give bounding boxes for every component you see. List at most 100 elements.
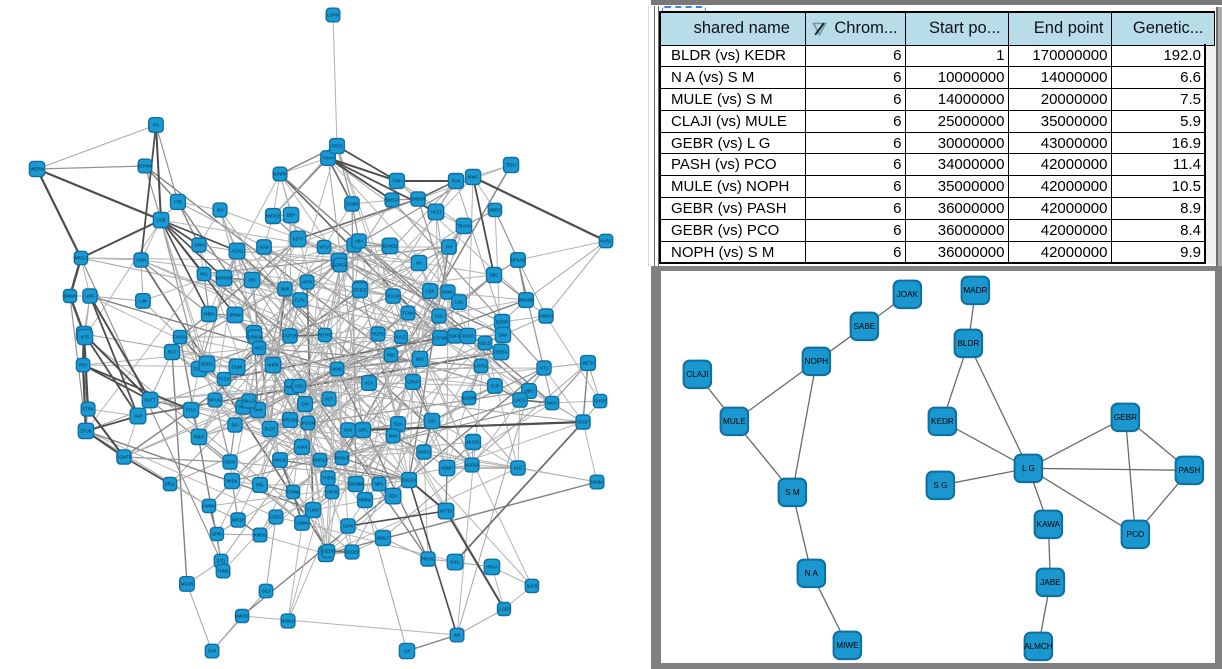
svg-text:UUB: UUB — [157, 218, 166, 223]
svg-text:ACDU: ACDU — [231, 249, 243, 254]
svg-text:JMDA: JMDA — [203, 312, 214, 317]
svg-text:FLNO: FLNO — [463, 334, 474, 339]
svg-text:HUDWP: HUDWP — [461, 396, 477, 401]
svg-text:KSTT: KSTT — [293, 237, 304, 242]
svg-text:KLG: KLG — [514, 466, 522, 471]
svg-text:FDA: FDA — [389, 494, 397, 499]
svg-text:WFOP: WFOP — [232, 518, 245, 523]
svg-text:LIGK: LIGK — [425, 289, 435, 294]
svg-text:KEDR: KEDR — [931, 417, 954, 426]
svg-text:TENJ: TENJ — [506, 163, 516, 168]
svg-text:NMTOE: NMTOE — [266, 214, 281, 219]
svg-text:NCT: NCT — [325, 397, 334, 402]
svg-text:OFCK: OFCK — [331, 144, 343, 149]
svg-text:HAGIL: HAGIL — [274, 458, 287, 463]
svg-text:URG: URG — [358, 428, 367, 433]
svg-text:DUA: DUA — [394, 422, 403, 427]
svg-text:LIFRU: LIFRU — [475, 364, 487, 369]
svg-text:TNME: TNME — [217, 569, 229, 574]
svg-text:KKLE: KKLE — [396, 335, 407, 340]
svg-text:OLWN: OLWN — [346, 202, 358, 207]
svg-text:GJEDO: GJEDO — [321, 549, 335, 554]
svg-text:BNEGA: BNEGA — [385, 198, 400, 203]
svg-text:IHI: IHI — [416, 261, 421, 266]
svg-text:JAOOM: JAOOM — [301, 421, 316, 426]
svg-text:LSNCM: LSNCM — [248, 335, 263, 340]
svg-text:WPCLC: WPCLC — [74, 256, 89, 261]
svg-text:AAKK: AAKK — [297, 445, 308, 450]
svg-text:KAWA: KAWA — [1036, 520, 1060, 529]
svg-text:PEH: PEH — [79, 363, 87, 368]
svg-text:WJNRM: WJNRM — [272, 172, 288, 177]
svg-text:KLS: KLS — [435, 314, 443, 319]
svg-text:TBAPD: TBAPD — [457, 224, 471, 229]
svg-text:BLDR: BLDR — [957, 339, 979, 348]
svg-text:TFWW: TFWW — [287, 490, 300, 495]
svg-text:S M: S M — [785, 488, 800, 497]
svg-text:FTLH: FTLH — [186, 408, 196, 413]
svg-text:DTJEE: DTJEE — [354, 288, 367, 293]
svg-text:JAIP: JAIP — [134, 414, 143, 419]
svg-text:LDIIM: LDIIM — [297, 521, 309, 526]
svg-text:ACA: ACA — [365, 381, 374, 386]
svg-text:BBRG: BBRG — [489, 208, 501, 213]
svg-text:THKAI: THKAI — [322, 156, 334, 161]
svg-text:MWLF: MWLF — [377, 536, 390, 541]
svg-text:L G: L G — [1022, 464, 1035, 473]
svg-text:NPTBJ: NPTBJ — [440, 509, 453, 514]
svg-text:PASH: PASH — [1178, 466, 1200, 475]
svg-text:DCI: DCI — [231, 423, 238, 428]
svg-text:SMFM: SMFM — [449, 334, 462, 339]
svg-text:JABE: JABE — [1040, 578, 1061, 587]
svg-text:HDMP: HDMP — [441, 466, 453, 471]
svg-text:OUMI: OUMI — [232, 365, 243, 370]
svg-text:FLFK: FLFK — [295, 298, 305, 303]
svg-text:KNNOA: KNNOA — [539, 314, 554, 319]
svg-text:GPKP: GPKP — [407, 380, 419, 385]
svg-text:CGWTP: CGWTP — [116, 455, 132, 460]
svg-text:IOJP: IOJP — [490, 384, 499, 389]
svg-text:OPFB: OPFB — [326, 490, 337, 495]
svg-text:JRHW: JRHW — [229, 313, 241, 318]
svg-text:NCG: NCG — [254, 346, 263, 351]
svg-text:MJU: MJU — [416, 357, 424, 362]
svg-text:UBA: UBA — [355, 239, 364, 244]
svg-text:MUOD: MUOD — [467, 440, 480, 445]
svg-text:KMOS: KMOS — [254, 533, 266, 538]
svg-text:NHPK: NHPK — [267, 363, 279, 368]
svg-text:SSPMW: SSPMW — [137, 164, 153, 169]
svg-text:FLWO: FLWO — [307, 508, 319, 513]
svg-text:SABE: SABE — [853, 322, 875, 331]
svg-text:KCLM: KCLM — [387, 294, 399, 299]
svg-text:RRBW: RRBW — [359, 498, 372, 503]
svg-text:LLSBP: LLSBP — [498, 607, 511, 612]
svg-text:GIPN: GIPN — [343, 524, 353, 529]
svg-text:HRAA: HRAA — [486, 565, 498, 570]
svg-text:JOAK: JOAK — [896, 290, 918, 299]
svg-text:GKFG: GKFG — [418, 450, 430, 455]
svg-text:INK: INK — [454, 633, 461, 638]
svg-text:FTB: FTB — [174, 200, 182, 205]
svg-text:NIKBA: NIKBA — [591, 480, 604, 485]
svg-text:S G: S G — [933, 481, 947, 490]
svg-text:SLN: SLN — [344, 428, 352, 433]
svg-text:FBKF: FBKF — [194, 435, 205, 440]
svg-text:DTD: DTD — [217, 559, 225, 564]
svg-text:SGFGA: SGFGA — [313, 458, 328, 463]
svg-text:WETA: WETA — [582, 361, 594, 366]
svg-text:ETRK: ETRK — [83, 407, 94, 412]
svg-text:OKNBB: OKNBB — [349, 482, 364, 487]
svg-text:KTJ: KTJ — [540, 366, 547, 371]
svg-text:ANTK: ANTK — [302, 280, 313, 285]
svg-text:DBC: DBC — [490, 273, 499, 278]
svg-text:BILLO: BILLO — [243, 399, 255, 404]
svg-text:BPKAB: BPKAB — [511, 258, 525, 263]
svg-text:THEN: THEN — [322, 476, 333, 481]
svg-text:OCGEP: OCGEP — [345, 550, 360, 555]
svg-text:SGOF: SGOF — [577, 420, 589, 425]
svg-text:SIRH: SIRH — [194, 243, 204, 248]
svg-text:NOPH: NOPH — [804, 357, 828, 366]
svg-text:DRLL: DRLL — [165, 482, 176, 487]
svg-text:PPCSN: PPCSN — [283, 418, 297, 423]
svg-text:FHI: FHI — [446, 245, 453, 250]
